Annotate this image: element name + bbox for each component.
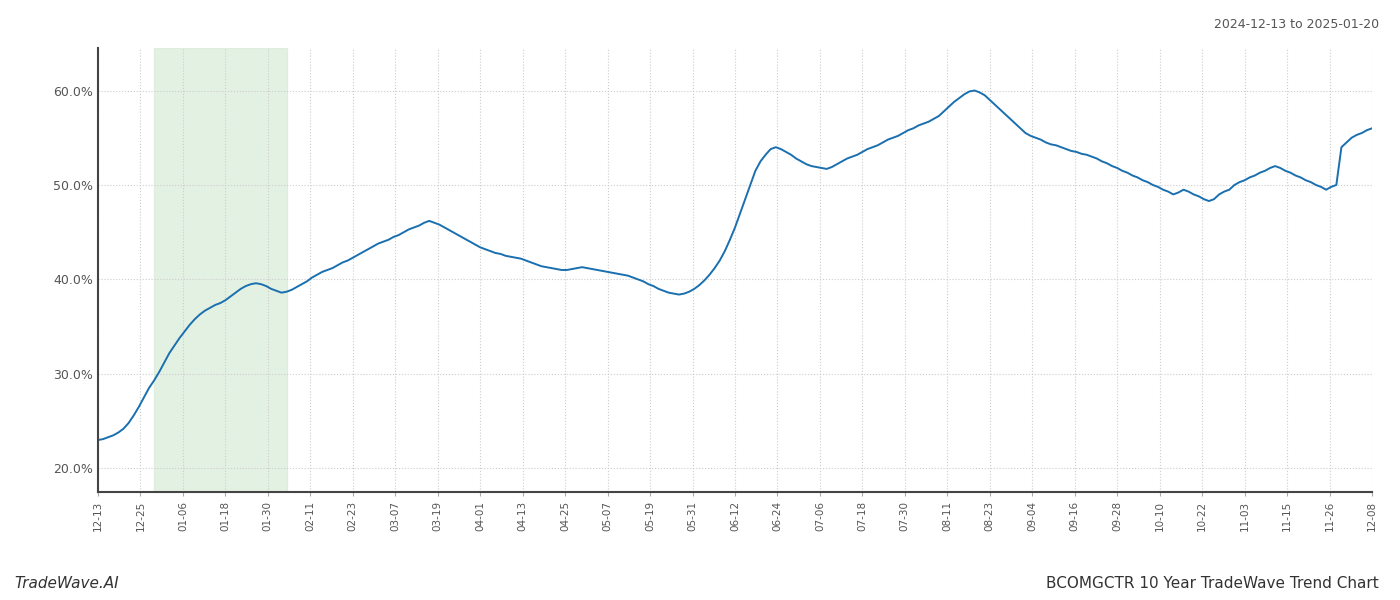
Text: BCOMGCTR 10 Year TradeWave Trend Chart: BCOMGCTR 10 Year TradeWave Trend Chart	[1046, 576, 1379, 591]
Bar	[154, 48, 287, 492]
Text: TradeWave.AI: TradeWave.AI	[14, 576, 119, 591]
Text: 2024-12-13 to 2025-01-20: 2024-12-13 to 2025-01-20	[1214, 18, 1379, 31]
